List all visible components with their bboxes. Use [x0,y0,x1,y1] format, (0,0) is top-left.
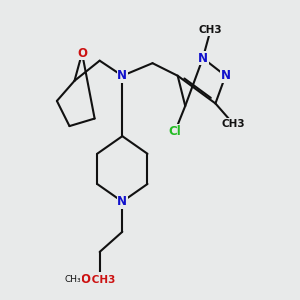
Text: CH3: CH3 [221,118,245,129]
Text: N: N [198,52,208,64]
Text: N: N [117,69,127,82]
Text: OCH3: OCH3 [83,274,116,285]
Text: O: O [81,273,91,286]
Text: Cl: Cl [169,124,182,138]
Text: O: O [77,46,87,60]
Text: O: O [95,273,105,286]
Text: CH₃: CH₃ [65,275,82,284]
Text: CH3: CH3 [199,26,222,35]
Text: N: N [220,69,230,82]
Text: N: N [117,195,127,208]
